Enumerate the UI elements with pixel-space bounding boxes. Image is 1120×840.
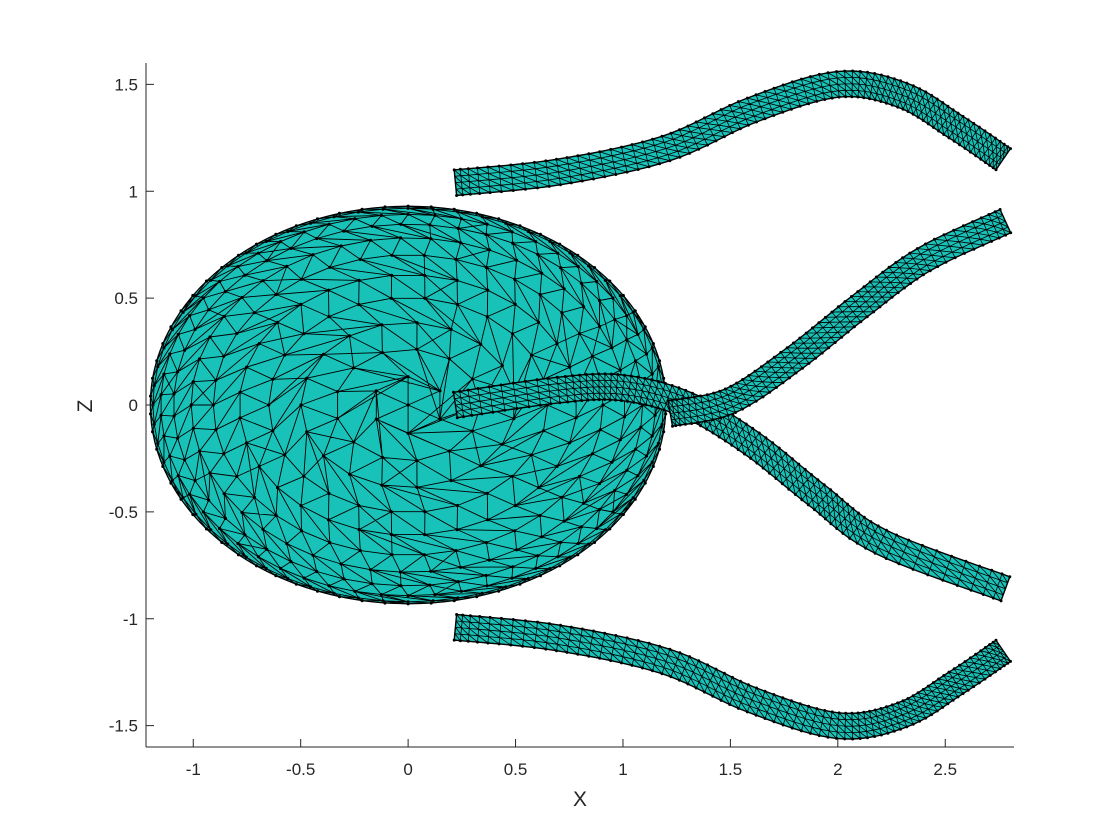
y-tick-label: 1.5: [114, 75, 138, 94]
y-axis-label: Z: [74, 399, 97, 412]
x-tick-label: -0.5: [286, 760, 315, 779]
x-tick-label: 0.5: [504, 760, 528, 779]
plot-area: [149, 69, 1013, 741]
x-tick-label: 2.5: [933, 760, 957, 779]
x-tick-label: 1.5: [719, 760, 743, 779]
y-tick-label: -1.5: [109, 717, 138, 736]
tube-mesh: [452, 69, 1012, 198]
tube-vertices: [452, 613, 1012, 741]
x-tick-label: 1: [618, 760, 627, 779]
tube-mesh: [666, 208, 1013, 428]
x-tick-label: -1: [186, 760, 201, 779]
x-ticks: -1 -0.5 0 0.5 1 1.5 2 2.5: [186, 739, 957, 779]
x-tick-label: 0: [403, 760, 412, 779]
y-tick-label: 0: [129, 396, 138, 415]
y-tick-label: 0.5: [114, 289, 138, 308]
x-tick-label: 2: [833, 760, 842, 779]
ellipsoid-vertices: [149, 204, 668, 606]
y-ticks: -1.5 -1 -0.5 0 0.5 1 1.5: [109, 75, 154, 736]
y-tick-label: 1: [129, 182, 138, 201]
x-axis-label: X: [573, 788, 587, 811]
y-tick-label: -0.5: [109, 503, 138, 522]
axes: -1 -0.5 0 0.5 1 1.5 2 2.5 -1.5-1-0.500.511.5 X …: [74, 63, 1014, 811]
ellipsoid-mesh: [149, 204, 668, 606]
tube-mesh: [452, 613, 1012, 741]
y-tick-label: -1: [123, 610, 138, 629]
tube-vertices: [452, 69, 1012, 198]
